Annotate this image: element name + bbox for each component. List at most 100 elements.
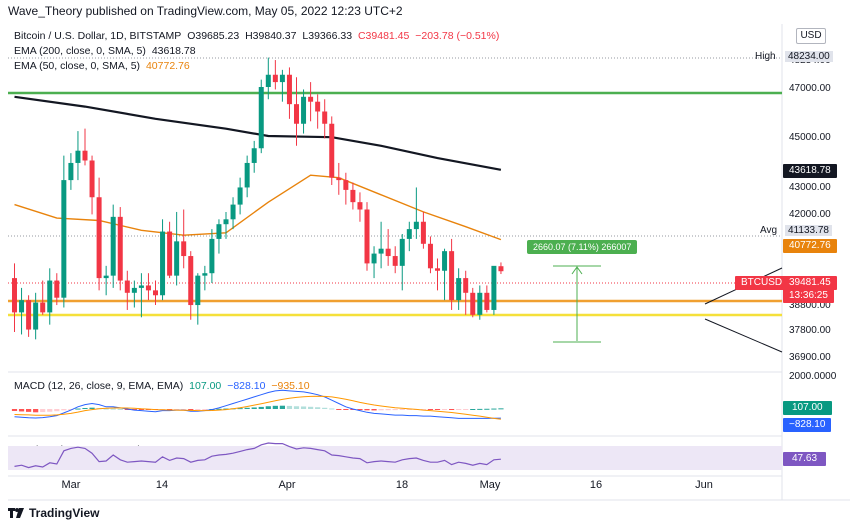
macd-histogram-bar [336,409,342,410]
candle-body [364,209,370,264]
y-tick-label: 37800.00 [789,325,831,336]
candle-body [174,241,180,276]
trendline-lower [704,318,783,353]
macd-histogram-bar [315,407,321,409]
candle-body [435,268,440,271]
measure-arrow-head [571,266,583,275]
candle-body [470,292,476,315]
macd-histogram-bar [427,409,434,410]
y-tick-label: 2000.0000 [789,371,837,382]
candle-body [33,302,39,330]
close-value: C39481.45 [357,30,410,42]
candle-body [40,302,46,313]
candle-body [301,96,307,124]
candle-body [223,219,229,225]
x-tick-label: Apr [278,479,295,491]
tradingview-logo-icon [8,507,24,519]
macd-histogram-bar [61,409,67,411]
publisher-line: Wave_Theory published on TradingView.com… [8,4,403,18]
ema50-label: EMA (50, close, 0, SMA, 5) [14,60,141,72]
macd-histogram-bar [449,409,455,410]
candle-body [498,266,504,272]
candle-body [138,285,144,288]
candle-body [329,123,335,178]
candle-body [258,87,264,149]
open-value: O39685.23 [187,30,240,42]
candle-body [82,150,88,161]
candle-body [456,278,462,301]
candle-body [26,300,32,330]
price-range-measure-label[interactable]: 2660.07 (7.11%) 266007 [527,240,638,254]
macd-histogram-bar [82,408,88,410]
x-tick-label: 14 [156,479,168,491]
ema200-legend: EMA (200, close, 0, SMA, 5) 43618.78 [14,45,199,57]
macd-histogram-bar [399,409,405,410]
high-value-tag: 48234.00 [785,51,833,62]
macd-hist-tag: 107.00 [783,401,832,415]
macd-histogram-bar [484,408,490,410]
candle-body [12,278,17,313]
x-tick-label: Jun [695,479,713,491]
x-tick-label: May [480,479,501,491]
macd-histogram-bar [138,409,144,410]
macd-label: MACD (12, 26, close, 9, EMA, EMA) [14,380,184,392]
candle-body [124,280,130,293]
ema200-value: 43618.78 [151,45,196,57]
macd-histogram-bar [329,408,335,410]
candle-body [251,148,257,163]
candle-body [167,231,173,276]
macd-histogram-bar [300,406,307,409]
macd-histogram-bar [47,409,53,412]
macd-histogram-bar [279,405,285,409]
macd-histogram-bar [265,406,271,409]
tradingview-footer[interactable]: TradingView [8,506,99,520]
candle-body [463,278,469,293]
macd-histogram-bar [195,409,201,410]
macd-histogram-bar [117,408,123,410]
macd-histogram-bar [174,409,180,410]
y-tick-label: 47000.00 [789,83,831,94]
macd-histogram-bar [308,406,314,409]
macd-histogram-bar [385,409,391,411]
macd-histogram-bar [188,409,194,410]
change-value: −203.78 (−0.51%) [415,30,500,42]
macd-histogram-bar [103,408,109,410]
ema50-legend: EMA (50, close, 0, SMA, 5) 40772.76 [14,60,193,72]
macd-histogram-bar [110,408,116,410]
macd-histogram-bar [258,406,264,409]
candle-body [75,150,81,163]
macd-histogram-bar [251,407,257,409]
candle-body [110,216,116,276]
ema200-label: EMA (200, close, 0, SMA, 5) [14,45,146,57]
macd-histogram-bar [498,408,504,410]
candle-body [279,74,285,83]
candle-body [230,204,236,220]
ema50-value: 40772.76 [145,60,190,72]
high-label: High [755,51,776,62]
candle-body [19,300,25,313]
candle-body [181,241,187,257]
candle-body [406,229,412,239]
last-price-tag: 39481.45 [783,276,837,290]
candle-body [491,265,497,310]
macd-histogram-bar [223,408,229,410]
x-tick-label: 16 [590,479,602,491]
candle-body [371,253,377,264]
candle-body [343,180,349,190]
candle-body [322,111,328,124]
countdown-tag: 13:36:25 [783,289,834,303]
candle-body [286,74,292,105]
high-value: H39840.37 [245,30,297,42]
candle-body [195,275,201,306]
currency-label[interactable]: USD [796,28,826,44]
macd-histogram-bar [68,409,74,410]
candle-body [420,221,426,244]
candle-body [160,231,166,296]
candle-body [89,160,95,198]
candle-body [96,197,102,279]
candle-body [54,280,60,298]
candle-body [350,189,356,203]
macd-histogram-bar [477,408,483,410]
macd-histogram-bar [11,409,18,411]
